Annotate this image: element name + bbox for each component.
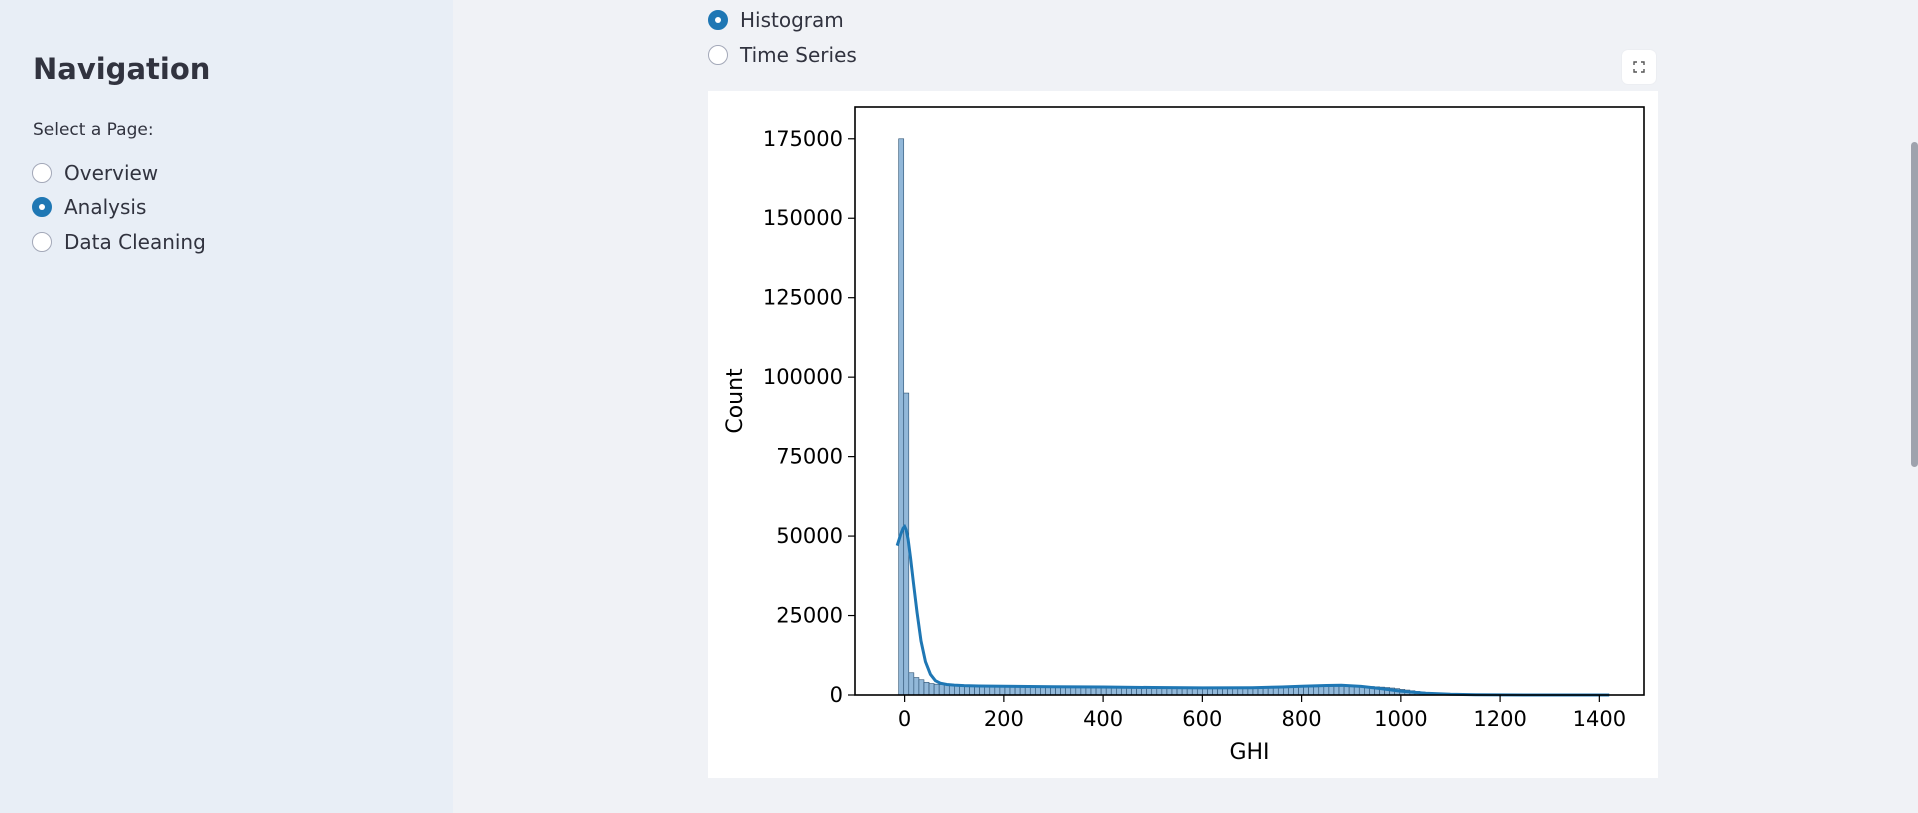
histogram-bar (923, 681, 930, 696)
histogram-bar (913, 677, 920, 696)
radio-button-histogram[interactable] (708, 10, 728, 30)
histogram-bar (1313, 686, 1320, 696)
histogram-bar (908, 672, 915, 696)
y-tick-label: 100000 (763, 365, 843, 389)
y-tick-label: 125000 (763, 286, 843, 310)
fullscreen-expand-icon (1633, 61, 1645, 73)
y-tick-label: 75000 (776, 445, 843, 469)
radio-button-overview[interactable] (32, 163, 52, 183)
x-tick-label: 400 (1083, 707, 1123, 731)
x-tick-label: 600 (1182, 707, 1222, 731)
histogram-bar (1338, 685, 1345, 696)
x-tick-label: 0 (898, 707, 911, 731)
histogram-bar (1308, 686, 1315, 696)
histogram-bar (918, 679, 925, 696)
y-tick-label: 25000 (776, 604, 843, 628)
histogram-bar (1343, 685, 1350, 696)
x-tick-label: 800 (1282, 707, 1322, 731)
histogram-bar (1328, 686, 1335, 696)
histogram-bar (1283, 687, 1289, 696)
radio-option-histogram[interactable]: Histogram (708, 8, 844, 32)
radio-option-time-series[interactable]: Time Series (708, 43, 857, 67)
histogram-bar (1303, 686, 1309, 696)
radio-label-histogram: Histogram (740, 8, 844, 32)
x-tick-label: 1000 (1374, 707, 1427, 731)
histogram-bar (898, 138, 905, 696)
histogram-bar (1323, 686, 1330, 696)
radio-option-overview[interactable]: Overview (32, 161, 158, 185)
radio-label-time-series: Time Series (740, 43, 857, 67)
histogram-bar (1277, 687, 1284, 696)
x-tick-label: 1400 (1573, 707, 1626, 731)
histogram-bar (1298, 686, 1304, 696)
radio-button-time-series[interactable] (708, 45, 728, 65)
y-axis-label: Count (723, 368, 748, 434)
radio-button-data-cleaning[interactable] (32, 232, 52, 252)
histogram-bar (928, 683, 935, 696)
radio-option-analysis[interactable]: Analysis (32, 195, 146, 219)
histogram-bar (1333, 685, 1340, 696)
y-tick-label: 150000 (763, 206, 843, 230)
histogram-bar (933, 683, 940, 696)
radio-label-overview: Overview (64, 161, 159, 185)
radio-option-data-cleaning[interactable]: Data Cleaning (32, 230, 206, 254)
x-axis-label: GHI (1229, 740, 1269, 765)
kde-curve (895, 523, 1610, 697)
radio-label-analysis: Analysis (64, 195, 147, 219)
x-tick-label: 1200 (1473, 707, 1526, 731)
histogram-bar (1293, 686, 1299, 696)
histogram-chart: 0 200 400 600 800 1000 1200 1400 0 25000 50000 750… (723, 106, 1645, 765)
page-select-label: Select a Page: (33, 120, 154, 140)
y-tick-label: 0 (830, 683, 843, 707)
plot-frame (854, 106, 1645, 696)
scrollbar-thumb[interactable] (1911, 142, 1918, 467)
histogram-bar (1288, 687, 1294, 696)
radio-button-analysis[interactable] (32, 197, 52, 217)
histogram-bar (943, 684, 950, 696)
x-tick-label: 200 (984, 707, 1024, 731)
radio-label-data-cleaning: Data Cleaning (64, 230, 206, 254)
y-tick-label: 175000 (763, 127, 843, 151)
fullscreen-button[interactable] (1622, 50, 1656, 84)
histogram-chart-container: 0 200 400 600 800 1000 1200 1400 0 25000 50000 750… (708, 91, 1658, 778)
histogram-bar (938, 684, 945, 696)
histogram-bar (1318, 686, 1325, 696)
sidebar-title: Navigation (33, 52, 211, 86)
y-tick-label: 50000 (776, 524, 843, 548)
sidebar: Navigation Select a Page: Overview Analy… (0, 0, 453, 813)
